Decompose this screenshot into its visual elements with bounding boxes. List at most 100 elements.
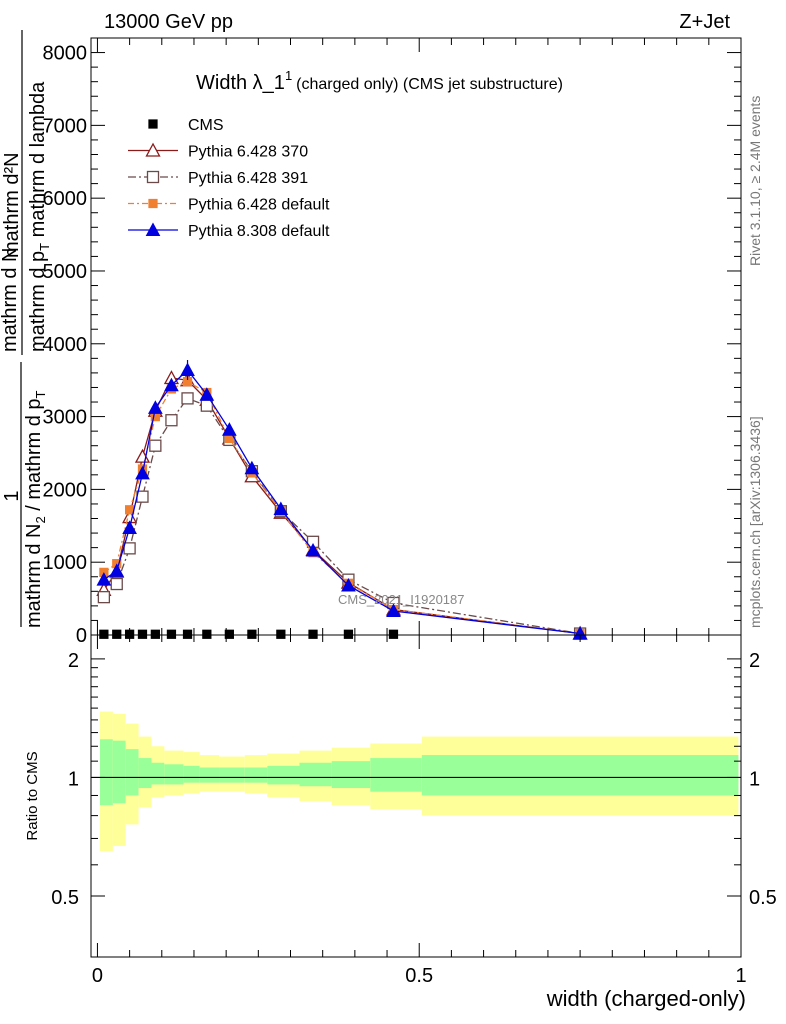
title-sup: 1 (285, 68, 292, 83)
ratio-frame (90, 634, 742, 958)
ylabel-num: mathrm d N (0, 248, 21, 352)
ylabel-den: mathrm d N2 / mathrm d pT (23, 390, 48, 628)
point-p8def (386, 603, 401, 617)
ratio-band-inner (370, 758, 422, 792)
ratio-band-inner (199, 767, 220, 783)
legend-marker-p370 (145, 142, 161, 157)
ytick-label: 5000 (43, 261, 88, 283)
header-left: 13000 GeV pp (104, 11, 233, 33)
legend-label-p370: Pythia 6.428 370 (188, 144, 308, 161)
point-p6def (124, 505, 135, 515)
ratio-ytick-label-right: 2 (749, 650, 760, 672)
point-p8def (305, 542, 321, 557)
point-cms (166, 629, 177, 639)
point-cms (224, 629, 234, 639)
point-p8def (244, 460, 260, 475)
point-cms (150, 629, 160, 639)
ratio-band-inner (151, 762, 165, 785)
point-p8def (122, 520, 137, 534)
ylabel-top-den: mathrm d pT mathrm d lambda (27, 81, 52, 352)
point-p391 (123, 542, 136, 555)
point-cms (202, 629, 212, 639)
series-cms (99, 629, 399, 639)
ratio-band-inner (219, 767, 245, 783)
point-p8def (341, 577, 356, 592)
point-p8def (148, 400, 163, 414)
ratio-xtick-label: 0.5 (405, 965, 433, 987)
ytick-label: 8000 (43, 43, 88, 65)
point-cms (388, 629, 399, 639)
ratio-ytick-label: 2 (68, 650, 79, 672)
mcplots-label: mcplots.cern.ch [arXiv:1306.3436] (747, 416, 763, 628)
upper-series (96, 359, 588, 640)
point-p391 (181, 392, 194, 405)
rivet-label: Rivet 3.1.10, ≥ 2.4M events (747, 96, 763, 266)
ratio-panel (91, 711, 741, 852)
ratio-band-inner (112, 740, 126, 804)
ytick-label: 7000 (43, 115, 88, 137)
ratio-band-inner (100, 739, 113, 806)
ratio-ytick-label: 0.5 (51, 887, 79, 909)
legend-marker-p6def (148, 198, 158, 209)
ratio-xtick-label: 1 (735, 965, 746, 987)
legend: CMS Pythia 6.428 370 Pythia 6.428 391 Pythi… (128, 117, 330, 240)
point-p8def (273, 501, 289, 516)
ylabel-main: 1 mathrm d N mathrm d N2 / mathrm d pT m… (0, 30, 52, 628)
point-cms (247, 629, 257, 639)
ylabel-ratio: Ratio to CMS (24, 751, 41, 840)
ratio-band-inner (299, 762, 332, 787)
ratio-band-inner (183, 765, 200, 783)
upper-axes: 0 1000 2000 3000 4000 5000 6000 7000 8000 (43, 37, 742, 647)
point-p391 (136, 490, 149, 503)
point-p8def (222, 422, 237, 436)
ratio-band-inner (125, 749, 139, 796)
point-p391 (165, 414, 178, 427)
ratio-ytick-label: 1 (68, 768, 79, 790)
ytick-label: 3000 (43, 407, 88, 429)
legend-label-p6def: Pythia 6.428 default (188, 197, 330, 214)
legend-label-p391: Pythia 6.428 391 (188, 170, 308, 187)
point-p391 (97, 590, 111, 604)
ytick-label: 4000 (43, 334, 88, 356)
plot-title: Width λ_11 (charged only) (CMS jet substr… (196, 68, 563, 94)
watermark: CMS_2021_I1920187 (338, 592, 465, 607)
point-cms (182, 629, 193, 639)
point-cms (343, 629, 354, 639)
ratio-band-inner (138, 758, 152, 789)
point-p8def (109, 563, 125, 577)
point-p8def (164, 377, 179, 392)
legend-marker-cms (148, 119, 158, 129)
ytick-label: 6000 (43, 188, 88, 210)
header-right: Z+Jet (679, 11, 730, 33)
point-p391 (110, 577, 123, 591)
legend-label-cms: CMS (188, 117, 224, 134)
ratio-band-inner (331, 761, 371, 789)
ytick-label: 2000 (43, 479, 88, 501)
point-p8def (96, 572, 112, 586)
ratio-ytick-label-right: 1 (749, 768, 760, 790)
ratio-band-inner (244, 767, 268, 783)
title-main: Width λ_1 (196, 72, 285, 94)
point-cms (99, 629, 109, 639)
ytick-label: 0 (76, 625, 87, 647)
legend-marker-p8def (145, 222, 161, 236)
point-cms (112, 629, 122, 639)
ratio-band-inner (421, 755, 739, 796)
point-p391 (149, 439, 162, 452)
ylabel-top-num: mathrm d²N (1, 152, 23, 258)
ratio-band-inner (164, 764, 184, 785)
point-p8def (135, 465, 150, 480)
point-cms (308, 629, 318, 639)
title-sub: (charged only) (CMS jet substructure) (296, 76, 563, 93)
legend-label-p8def: Pythia 8.308 default (188, 223, 330, 240)
series-p8def (96, 362, 588, 640)
ylabel-one: 1 (1, 490, 23, 501)
ratio-band-inner (267, 765, 300, 785)
ratio-xtick-label: 0 (92, 965, 103, 987)
ratio-axes: 0.5 0.5 1 1 2 2 0 0.5 1 (51, 634, 777, 987)
point-p8def (199, 387, 215, 401)
point-cms (276, 629, 286, 639)
legend-marker-p391 (146, 170, 160, 184)
xlabel: width (charged-only) (546, 986, 746, 1011)
